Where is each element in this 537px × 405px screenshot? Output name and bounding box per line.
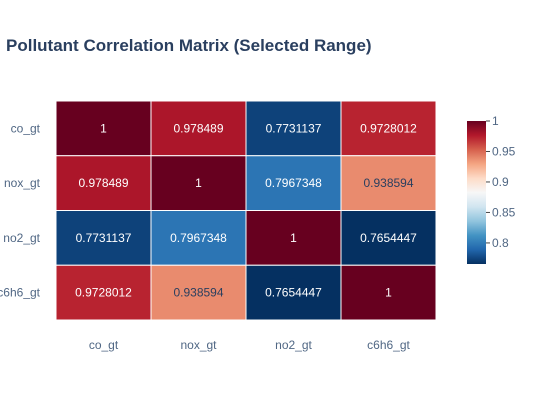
cell-value-label: 1 (385, 286, 392, 300)
cell-value-label: 0.7967348 (170, 231, 227, 245)
heatmap-cell (340, 264, 437, 321)
colorbar: 0.8 0.85 0.9 0.95 1 (467, 114, 516, 264)
heatmap-cells: 1 0.978489 0.7731137 0.9728012 0.978489 1 0.79… (55, 100, 437, 321)
colorbar-tick-label: 0.95 (492, 144, 516, 158)
chart-title: Pollutant Correlation Matrix (Selected R… (6, 36, 372, 55)
colorbar-tick-label: 0.9 (492, 175, 509, 189)
cell-value-label: 0.7731137 (76, 231, 132, 245)
x-tick-label: c6h6_gt (367, 338, 410, 352)
heatmap-cell (150, 210, 247, 266)
colorbar-tick-label: 1 (492, 114, 499, 128)
cell-value-label: 0.978489 (78, 176, 128, 190)
colorbar-gradient (467, 121, 486, 264)
cell-value-label: 0.7731137 (266, 121, 322, 135)
cell-value-label: 1 (195, 176, 202, 190)
cell-value-label: 0.9728012 (360, 121, 417, 135)
cell-value-label: 1 (100, 121, 107, 135)
cell-value-label: 0.7654447 (360, 231, 417, 245)
colorbar-tick-label: 0.8 (492, 236, 509, 250)
heatmap-cell (150, 155, 247, 211)
y-tick-label: nox_gt (4, 176, 41, 190)
cell-value-label: 1 (290, 231, 297, 245)
heatmap-cell (150, 264, 247, 321)
cell-value-label: 0.938594 (363, 176, 413, 190)
heatmap-cell (340, 155, 437, 211)
heatmap-cell (55, 264, 152, 321)
heatmap-cell (55, 100, 152, 157)
heatmap-cell (245, 100, 342, 157)
x-tick-label: no2_gt (275, 338, 312, 352)
cell-value-label: 0.7654447 (265, 286, 322, 300)
cell-value-label: 0.938594 (173, 286, 223, 300)
y-tick-label: c6h6_gt (0, 286, 41, 300)
heatmap-cell (340, 210, 437, 266)
y-tick-label: no2_gt (3, 231, 40, 245)
heatmap-cell (340, 100, 437, 157)
x-tick-label: co_gt (89, 338, 119, 352)
x-axis-ticks: co_gt nox_gt no2_gt c6h6_gt (89, 338, 411, 352)
y-axis-ticks: co_gt nox_gt no2_gt c6h6_gt (0, 121, 41, 299)
cell-value-label: 0.7967348 (265, 176, 322, 190)
y-tick-label: co_gt (11, 121, 41, 135)
x-tick-label: nox_gt (180, 338, 217, 352)
cell-value-label: 0.978489 (173, 121, 223, 135)
colorbar-tick-label: 0.85 (492, 205, 516, 219)
cell-value-label: 0.9728012 (75, 286, 132, 300)
heatmap-cell (150, 100, 247, 157)
